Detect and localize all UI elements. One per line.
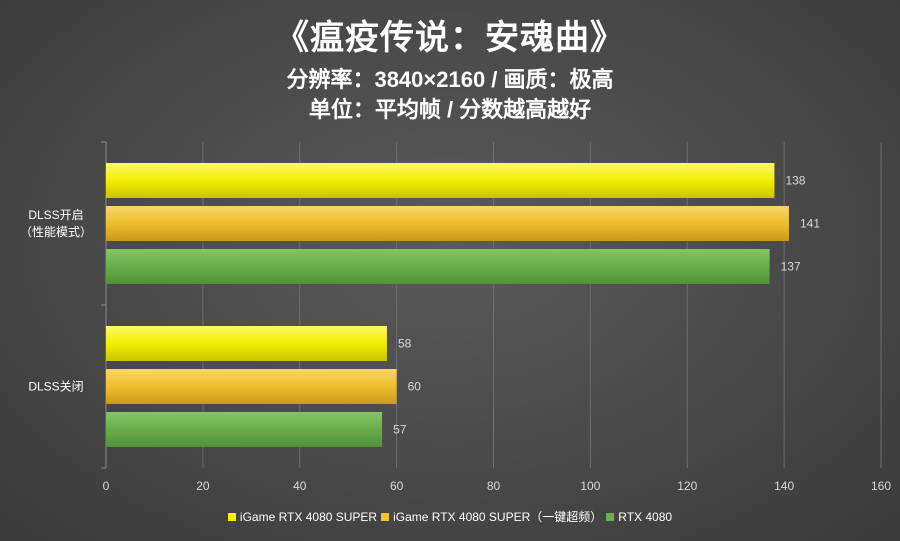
chart-title: 《瘟疫传说：安魂曲》 bbox=[275, 19, 625, 57]
legend-label: iGame RTX 4080 SUPER（一键超频） bbox=[393, 510, 603, 524]
legend-label: iGame RTX 4080 SUPER bbox=[239, 509, 378, 524]
bar bbox=[106, 206, 789, 241]
legend-item: iGame RTX 4080 SUPER（一键超频） bbox=[381, 508, 602, 525]
x-tick-label: 80 bbox=[487, 479, 501, 493]
chart-subtitle-resolution: 分辨率：3840×2160 / 画质：极高 bbox=[286, 67, 614, 92]
legend-label: RTX 4080 bbox=[618, 509, 673, 524]
x-tick-label: 0 bbox=[103, 479, 110, 493]
x-tick-label: 20 bbox=[196, 479, 210, 493]
legend-item: iGame RTX 4080 SUPER bbox=[227, 509, 378, 524]
bars bbox=[106, 163, 789, 447]
x-tick-label: 140 bbox=[774, 479, 794, 493]
data-label: 138 bbox=[785, 174, 805, 188]
bar bbox=[106, 369, 397, 404]
category-label: DLSS关闭 bbox=[28, 380, 83, 394]
data-label: 57 bbox=[393, 423, 407, 437]
data-label: 137 bbox=[781, 260, 801, 274]
category-label: DLSS开启 bbox=[28, 208, 83, 222]
x-tick-label: 60 bbox=[390, 479, 404, 493]
legend-item: RTX 4080 bbox=[606, 510, 672, 524]
legend-swatch bbox=[227, 512, 236, 521]
bar bbox=[106, 163, 775, 198]
bar bbox=[106, 412, 383, 447]
legend-swatch bbox=[381, 512, 390, 521]
data-label: 60 bbox=[408, 380, 422, 394]
bar bbox=[106, 326, 387, 361]
x-tick-label: 120 bbox=[677, 479, 697, 493]
data-label: 58 bbox=[398, 337, 412, 351]
legend: iGame RTX 4080 SUPER iGame RTX 4080 SUPER… bbox=[0, 508, 900, 525]
category-label: （性能模式） bbox=[20, 225, 92, 239]
chart-subtitle-unit: 单位：平均帧 / 分数越高越好 bbox=[308, 97, 592, 122]
legend-swatch bbox=[606, 512, 615, 521]
x-tick-label: 160 bbox=[871, 479, 891, 493]
bar bbox=[106, 249, 770, 284]
data-label: 141 bbox=[800, 217, 820, 231]
x-tick-label: 100 bbox=[580, 479, 600, 493]
x-tick-label: 40 bbox=[293, 479, 307, 493]
labels: 0 20 40 60 80 100 120 140 160 138 141 137 DLSS开启 （性能模… bbox=[20, 174, 891, 494]
